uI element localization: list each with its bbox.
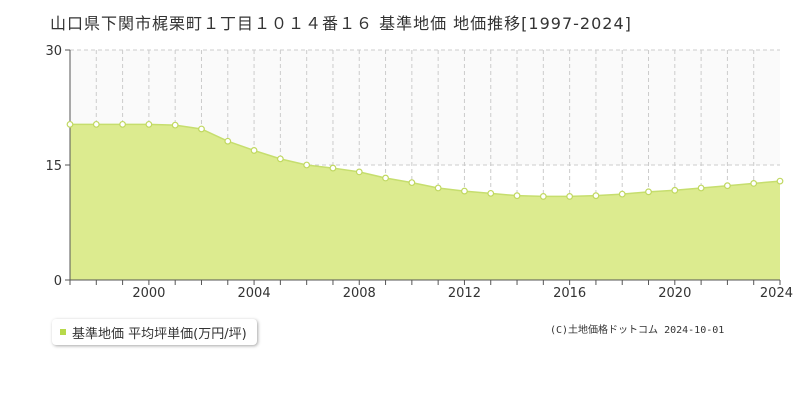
data-point <box>461 187 468 195</box>
axis-layer <box>65 49 781 285</box>
x-tick-label: 2008 <box>343 286 376 301</box>
data-point <box>119 120 126 128</box>
x-tick-label: 2000 <box>132 286 165 301</box>
series-area-fill <box>70 124 780 281</box>
x-tick-label: 2016 <box>553 286 586 301</box>
data-point <box>92 120 100 128</box>
tick-label-layer: 0 15 30 2000 2004 2008 2012 2016 2020 2024 <box>45 44 793 301</box>
data-point <box>250 147 258 154</box>
data-point <box>171 121 179 129</box>
chart-title: 山口県下関市梶栗町１丁目１０１４番１６ 基準地価 地価推移[1997-2024] <box>50 14 632 33</box>
x-tick-label: 2020 <box>658 286 691 301</box>
legend: 基準地価 平均坪単価(万円/坪) <box>52 319 257 345</box>
data-point <box>539 193 547 200</box>
data-point <box>355 168 363 176</box>
x-tick-label: 2024 <box>760 286 793 301</box>
x-tick-label: 2012 <box>448 286 481 301</box>
data-point <box>776 177 784 185</box>
copyright-text: (C)土地価格ドットコム 2024-10-01 <box>550 325 725 336</box>
data-point <box>697 184 705 192</box>
data-point <box>671 186 679 194</box>
data-point <box>487 189 495 197</box>
data-point <box>645 188 652 196</box>
data-point <box>750 179 758 187</box>
data-point <box>303 161 311 169</box>
data-point <box>382 174 389 182</box>
y-tick-label: 15 <box>45 159 62 174</box>
series-line <box>70 123 781 198</box>
data-point <box>724 182 731 190</box>
area-layer <box>70 123 781 281</box>
data-point <box>224 137 232 145</box>
data-point <box>145 120 153 128</box>
data-point <box>618 190 626 198</box>
data-point <box>566 193 574 200</box>
data-point <box>329 164 337 172</box>
data-point <box>513 192 521 200</box>
data-point <box>434 184 442 192</box>
data-point <box>66 120 74 128</box>
data-point <box>592 192 600 200</box>
y-tick-label: 0 <box>54 274 62 289</box>
y-tick-label: 30 <box>45 44 62 59</box>
marker-layer <box>66 120 784 200</box>
data-point <box>408 179 416 187</box>
data-point <box>276 155 284 163</box>
legend-swatch <box>60 329 66 335</box>
data-point <box>198 125 205 133</box>
legend-label: 基準地価 平均坪単価(万円/坪) <box>72 326 247 342</box>
x-tick-label: 2004 <box>238 286 271 301</box>
